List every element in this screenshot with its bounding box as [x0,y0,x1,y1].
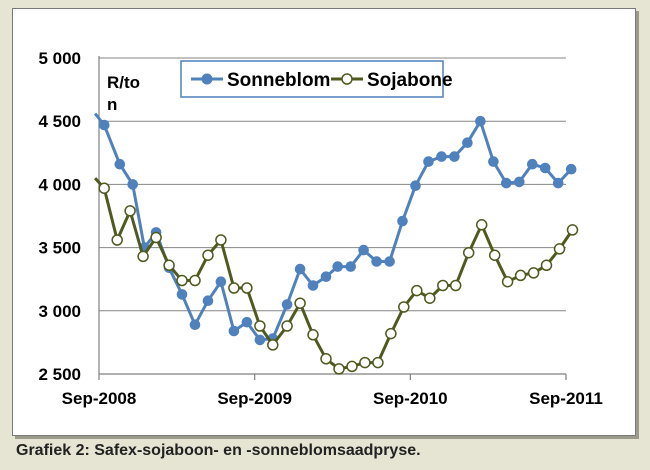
y-axis-title-line-2: n [107,95,117,114]
data-point-sonneblom [307,280,319,291]
data-point-sojabone [385,327,397,340]
data-point-sonneblom [98,119,110,131]
data-point-sonneblom [410,180,421,191]
data-point-sonneblom [397,215,408,227]
data-point-sojabone [333,363,345,375]
legend-box [180,60,444,98]
data-point-sojabone [424,292,436,304]
x-tick-label: Sep-2010 [373,389,448,408]
data-point-sojabone [281,320,293,332]
y-tick-label: 4 000 [38,175,81,194]
data-point-sonneblom [320,271,332,283]
data-point-sojabone [449,279,462,292]
data-point-sonneblom [475,115,486,127]
data-point-sonneblom [539,162,551,174]
line-chart: 2 500 3 000 3 500 4 000 4 500 5 000 Sep-2008 Se… [38,49,602,408]
data-point-sojabone [189,274,201,287]
data-point-sojabone [267,339,279,351]
data-point-sonneblom [565,163,577,175]
data-point-sonneblom [281,299,293,310]
data-point-sonneblom [488,156,499,167]
data-point-sonneblom [449,151,460,162]
data-point-sojabone [111,234,123,246]
data-point-sojabone [176,274,188,287]
data-point-sonneblom [371,256,382,267]
data-point-sojabone [540,259,553,272]
data-point-sonneblom [358,244,369,256]
x-tick-label: Sep-2008 [62,389,137,408]
data-point-sonneblom [294,263,306,275]
data-point-sojabone [488,249,501,261]
data-point-sojabone [137,250,149,263]
data-point-sojabone [398,301,410,313]
series [93,112,579,375]
y-tick-label: 2 500 [38,365,81,384]
data-point-sojabone [241,282,253,294]
data-point-sojabone [437,279,449,292]
x-tick-label: Sep-2011 [529,389,603,408]
data-point-sonneblom [462,137,473,148]
y-axis-title-line-1: R/to [107,73,140,92]
data-point-sonneblom [215,276,227,288]
series-line-sonneblom [93,112,573,342]
data-point-sonneblom [176,289,188,300]
legend: Sonneblom Sojabone [180,60,453,98]
data-point-sojabone [215,234,227,246]
data-point-sojabone [124,205,136,217]
data-point-sonneblom [254,334,266,346]
axes: 2 500 3 000 3 500 4 000 4 500 5 000 Sep-2008 Se… [38,49,602,408]
data-point-sonneblom [127,179,138,190]
data-point-sojabone [553,243,566,255]
data-point-sojabone [346,360,358,373]
data-point-sonneblom [241,316,253,328]
y-tick-label: 5 000 [38,49,81,68]
y-tick-label: 4 500 [38,112,81,131]
data-point-sojabone [566,224,579,236]
data-point-sojabone [307,329,319,341]
data-point-sonneblom [189,319,201,331]
data-point-sonneblom [202,295,214,307]
y-axis-title: R/to n [107,73,140,114]
data-point-sojabone [254,320,266,332]
legend-marker-sojabone [341,73,353,85]
data-point-sonneblom [332,261,344,272]
gridlines [99,57,566,312]
data-point-sojabone [372,356,384,369]
data-point-sonneblom [384,256,395,267]
data-point-sojabone [501,275,514,288]
data-point-sojabone [320,353,332,365]
data-point-sojabone [163,259,175,272]
data-point-sojabone [411,284,423,297]
data-point-sonneblom [345,261,357,272]
data-point-sonneblom [514,176,525,188]
y-tick-label: 3 000 [38,302,81,321]
legend-label-sonneblom: Sonneblom [227,70,330,91]
figure-caption: Grafiek 2: Safex-sojaboon- en -sonneblom… [16,442,421,459]
data-point-sojabone [527,267,540,279]
data-point-sojabone [202,249,214,261]
chart-frame: 2 500 3 000 3 500 4 000 4 500 5 000 Sep-2008 Se… [12,8,636,436]
data-point-sojabone [228,282,240,294]
data-point-sojabone [98,182,110,194]
data-point-sonneblom [114,158,126,170]
legend-label-sojabone: Sojabone [367,70,453,91]
data-point-sojabone [359,356,371,369]
legend-marker-sonneblom [201,73,213,85]
data-point-sonneblom [527,158,538,170]
series-line-sojabone [93,177,574,371]
data-point-sojabone [514,269,527,282]
data-point-sonneblom [228,325,240,337]
data-point-sojabone [150,231,162,244]
data-point-sojabone [294,297,306,309]
data-point-sonneblom [436,151,447,162]
x-tick-label: Sep-2009 [217,389,292,408]
data-point-sonneblom [423,156,434,167]
data-point-sonneblom [552,177,564,189]
y-tick-label: 3 500 [38,239,81,258]
data-point-sojabone [475,219,488,231]
data-point-sojabone [462,246,475,259]
data-point-sonneblom [501,177,512,189]
